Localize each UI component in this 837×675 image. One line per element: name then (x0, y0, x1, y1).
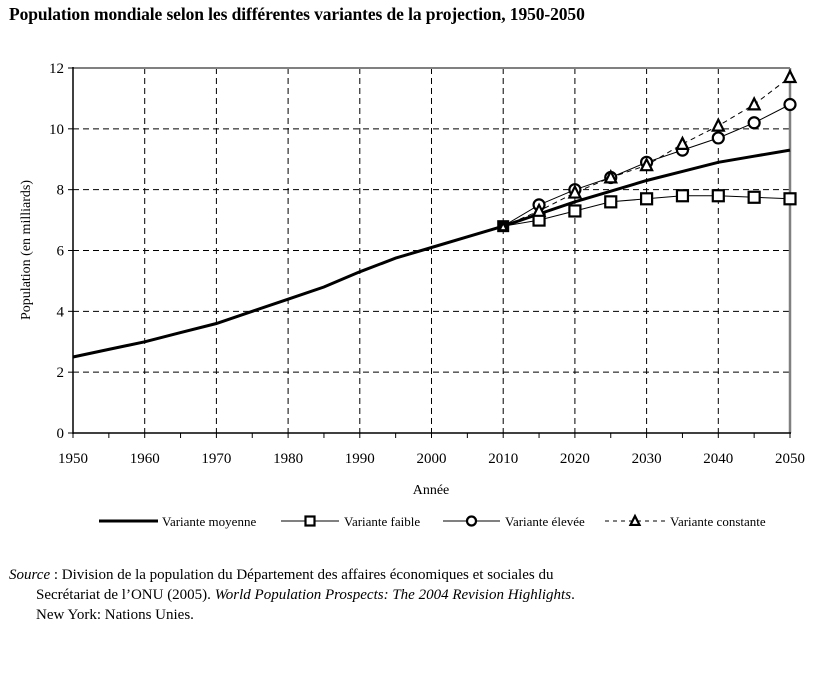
x-tick-label: 2010 (488, 451, 518, 467)
source-publication-title: World Population Prospects: The 2004 Rev… (214, 587, 572, 603)
marker-square (604, 195, 618, 209)
series-line-variante-moyenne (72, 148, 791, 359)
marker-triangle (567, 184, 583, 199)
marker-circle (747, 116, 761, 130)
x-tick-label: 2000 (417, 451, 447, 467)
legend-item: Variante élevée (443, 514, 585, 529)
x-tick-label: 1980 (273, 451, 303, 467)
marker-start-2010-triangle (501, 225, 506, 230)
marker-square (639, 192, 654, 206)
x-tick-label: 1960 (130, 451, 160, 467)
marker-triangle (675, 135, 690, 150)
x-tick-label: 2040 (703, 451, 733, 467)
y-tick-label: 10 (49, 122, 64, 138)
source-line-1: : Division de la population du Départeme… (50, 567, 554, 583)
marker-triangle (711, 117, 726, 132)
legend-item: Variante constante (605, 513, 766, 529)
axes: 0 2 4 6 8 10 12 1950 1960 1970 1980 1990 2000 2010 202… (49, 61, 805, 467)
legend-label: Variante moyenne (162, 514, 256, 529)
y-tick-label: 0 (57, 426, 65, 442)
x-tick-label: 2030 (632, 451, 662, 467)
marker-circle (783, 97, 797, 112)
x-axis-label: Année (413, 483, 450, 498)
source-label: Source (9, 567, 51, 583)
source-line-2-end: . (571, 587, 575, 603)
legend: Variante moyenne Variante faible Variante … (99, 513, 766, 529)
plot-frame (73, 67, 792, 433)
legend-label: Variante faible (344, 514, 420, 529)
markers-group (497, 68, 798, 233)
x-tick-label: 2050 (775, 451, 805, 467)
legend-label: Variante constante (670, 514, 766, 529)
legend-item: Variante moyenne (99, 514, 256, 529)
population-chart: 0 2 4 6 8 10 12 1950 1960 1970 1980 1990 2000 2010 202… (19, 61, 805, 529)
marker-square (304, 515, 316, 527)
marker-square (711, 189, 725, 203)
marker-circle (711, 131, 725, 145)
y-tick-label: 4 (57, 304, 65, 320)
source-line-2: Secrétariat de l’ONU (2005). (36, 587, 215, 603)
y-axis-label: Population (en milliards) (19, 180, 34, 320)
legend-label: Variante élevée (505, 514, 585, 529)
x-tick-label: 1950 (58, 451, 88, 467)
x-tick-label: 1990 (345, 451, 375, 467)
y-tick-label: 12 (49, 61, 64, 77)
marker-circle (465, 515, 478, 527)
legend-item: Variante faible (281, 514, 420, 529)
marker-triangle (531, 202, 547, 217)
x-tick-label: 1970 (201, 451, 231, 467)
chart-title: Population mondiale selon les différente… (9, 4, 585, 24)
x-tick-label: 2020 (560, 451, 590, 467)
source-line-3: New York: Nations Unies. (36, 607, 194, 623)
y-tick-label: 2 (57, 365, 65, 381)
marker-square (747, 190, 761, 204)
marker-triangle (603, 169, 619, 184)
source-note: Source : Division de la population du Dé… (9, 565, 575, 625)
marker-square (675, 189, 690, 203)
marker-triangle (639, 156, 654, 172)
y-tick-label: 6 (57, 244, 65, 260)
marker-square (568, 204, 582, 218)
marker-triangle (628, 513, 642, 527)
marker-triangle (782, 68, 798, 84)
marker-triangle (746, 96, 762, 111)
y-tick-label: 8 (57, 183, 65, 199)
grid (73, 68, 790, 433)
marker-square (783, 192, 797, 206)
